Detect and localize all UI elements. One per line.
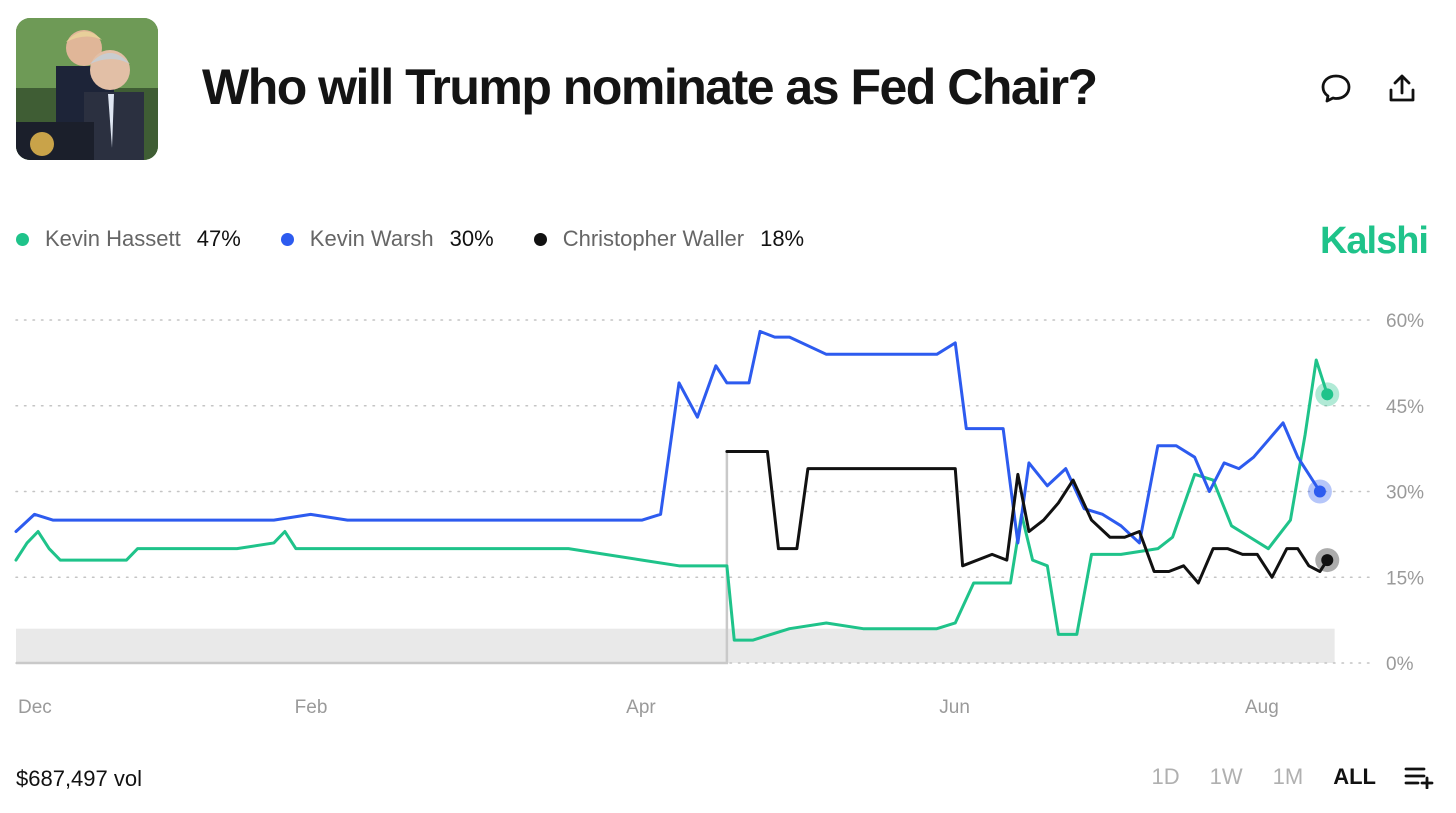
range-1d[interactable]: 1D [1151,764,1180,789]
series-line-kevin-hassett [14,358,1329,642]
series-line-christopher-waller [725,449,1329,585]
chart-legend: Kevin Hassett 47% Kevin Warsh 30% Christ… [16,226,844,252]
x-tick-label: Apr [626,697,656,718]
share-icon [1389,74,1415,102]
range-1m[interactable]: 1M [1272,764,1304,789]
y-tick-label: 0% [1386,654,1414,675]
kalshi-logo[interactable]: Kalshi [1319,220,1429,262]
y-tick-label: 30% [1386,483,1424,504]
legend-dot-warsh [280,232,294,246]
x-tick-label: Feb [295,697,328,718]
comment-button[interactable] [1316,68,1356,108]
endpoint-dot-kevin-hassett [1321,388,1334,401]
legend-name: Kevin Warsh [309,226,434,251]
shaded-band [16,628,1335,663]
range-all[interactable]: ALL [1333,764,1376,789]
endpoint-dot-christopher-waller [1321,554,1334,567]
legend-dot-waller [533,232,547,246]
comment-icon [1321,74,1351,103]
endpoint-dot-kevin-warsh [1313,485,1326,498]
x-tick-label: Aug [1245,697,1279,718]
y-tick-label: 15% [1386,568,1424,589]
legend-value: 47% [196,226,241,251]
market-thumbnail [16,18,158,160]
y-tick-label: 60% [1386,311,1424,332]
price-chart[interactable]: 60% 45% 30% 15% 0% Dec Feb Apr Jun Aug [0,290,1456,740]
share-button[interactable] [1382,68,1422,108]
legend-item-hassett[interactable]: Kevin Hassett 47% [16,226,241,252]
legend-value: 30% [449,226,494,251]
legend-item-warsh[interactable]: Kevin Warsh 30% [280,226,494,252]
volume-label: $687,497 vol [16,766,142,791]
legend-name: Kevin Hassett [45,226,181,251]
legend-value: 18% [760,226,805,251]
add-to-list-button[interactable] [1404,765,1434,789]
x-tick-label: Jun [939,697,970,718]
press-photo-thumbnail [16,18,158,160]
playlist-add-icon [1404,767,1434,789]
series-line-kevin-warsh [14,329,1322,545]
range-1w[interactable]: 1W [1209,764,1243,789]
page-title: Who will Trump nominate as Fed Chair? [202,59,1098,115]
x-tick-label: Dec [18,697,52,718]
time-range-selector: 1D 1W 1M ALL [1122,764,1434,790]
legend-item-waller[interactable]: Christopher Waller 18% [533,226,805,252]
legend-name: Christopher Waller [562,226,745,251]
legend-dot-hassett [16,232,29,246]
pre-launch-line [16,451,729,665]
y-tick-label: 45% [1386,397,1424,418]
